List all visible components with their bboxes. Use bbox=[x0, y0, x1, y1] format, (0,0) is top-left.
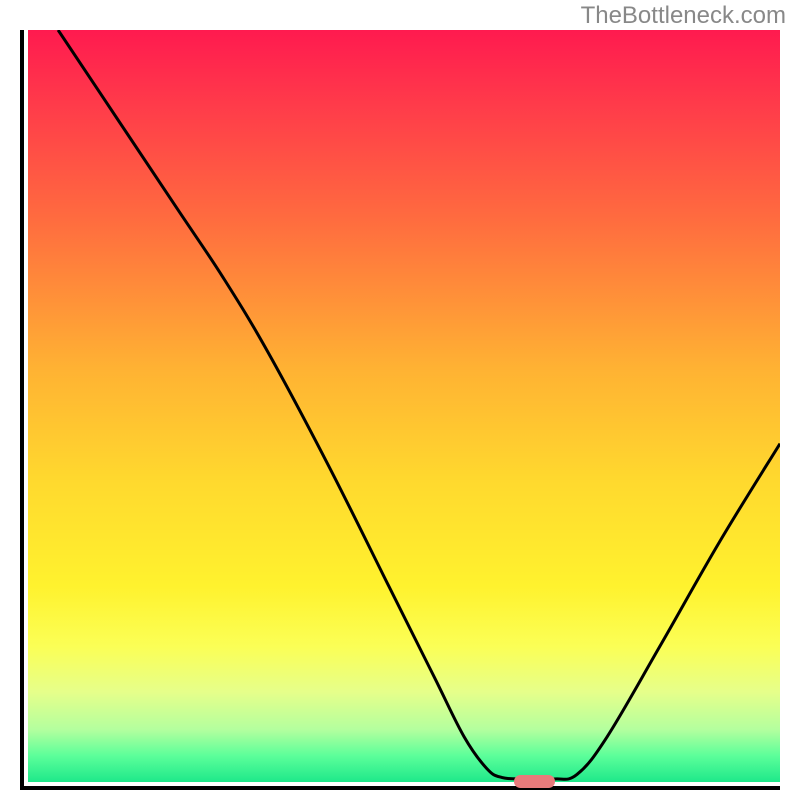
bottleneck-curve bbox=[58, 30, 780, 779]
watermark-text: TheBottleneck.com bbox=[581, 2, 786, 30]
bottleneck-chart bbox=[20, 30, 780, 790]
plot-area bbox=[20, 30, 780, 790]
curve-layer bbox=[28, 30, 780, 782]
optimal-marker bbox=[514, 775, 556, 787]
